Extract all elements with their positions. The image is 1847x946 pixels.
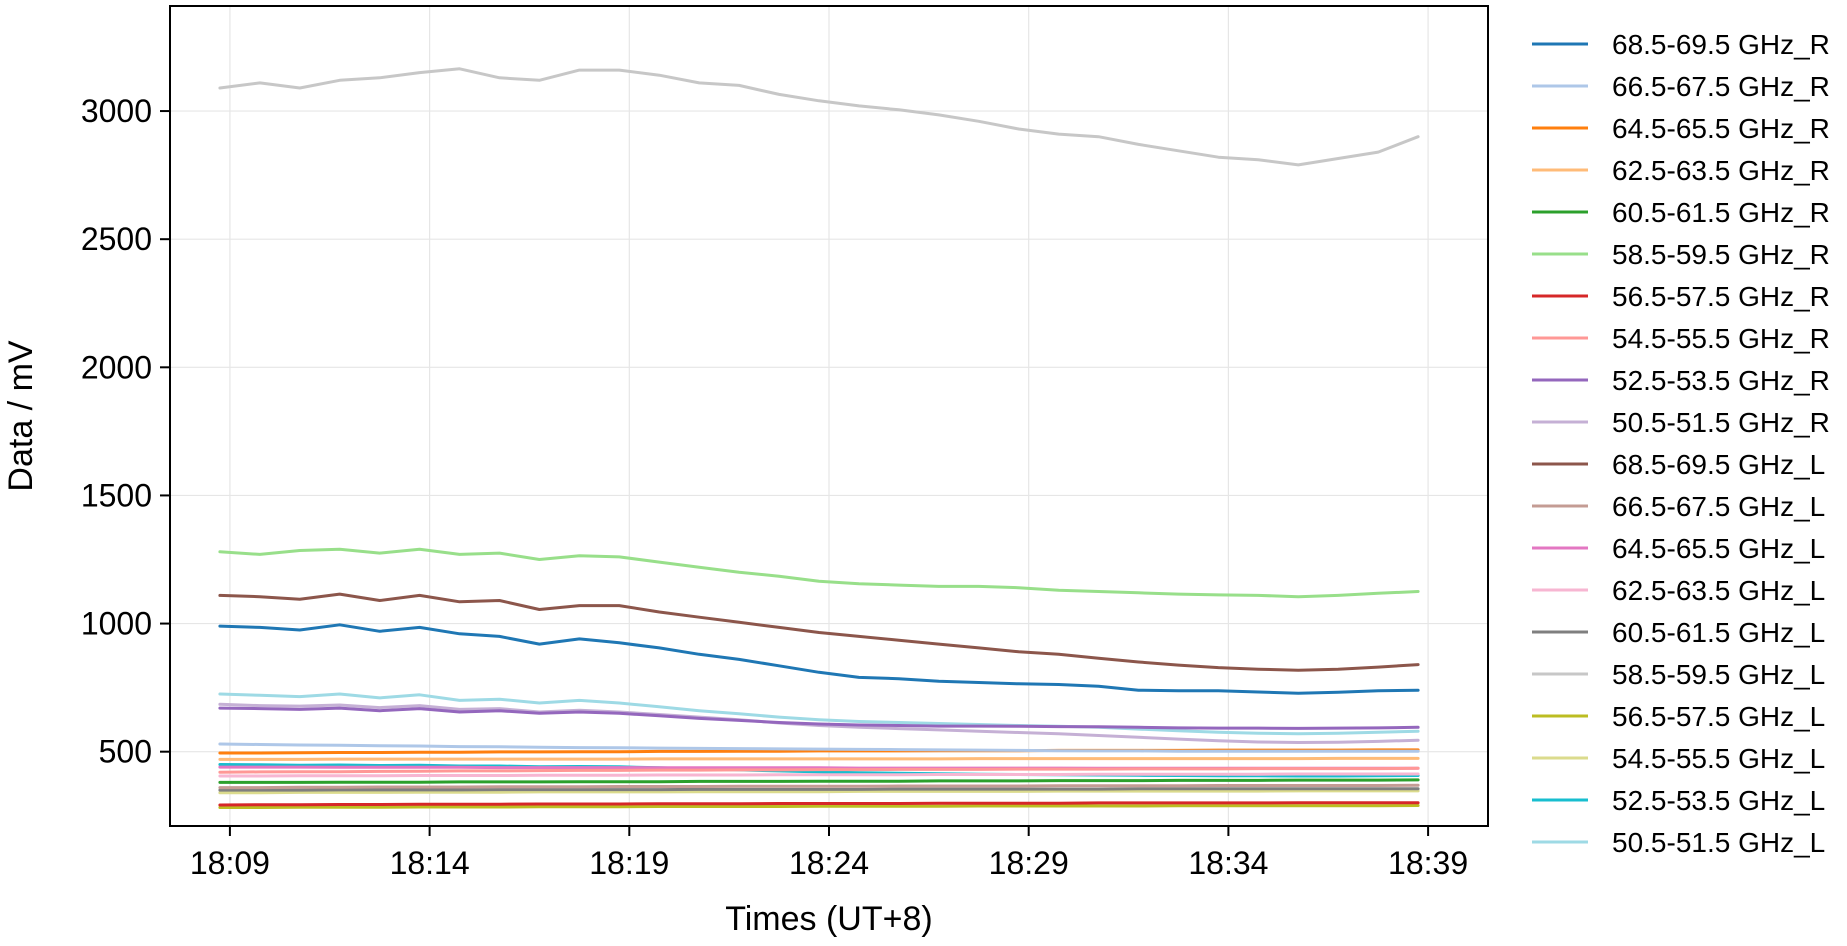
y-tick-label: 1000 <box>81 606 152 642</box>
y-tick-label: 3000 <box>81 93 152 129</box>
series-line-6 <box>218 547 1420 599</box>
series-line-20 <box>218 692 1420 736</box>
legend: 68.5-69.5 GHz_R 66.5-67.5 GHz_R 64.5-65.5 … <box>1532 29 1830 858</box>
x-tick-label: 18:14 <box>390 845 470 881</box>
y-axis-label: Data / mV <box>2 340 40 491</box>
series-line-18 <box>218 789 1420 795</box>
legend-label: 68.5-69.5 GHz_R <box>1612 29 1830 60</box>
x-axis: 18:09 18:14 18:19 18:24 18:29 18:34 18:39 <box>190 826 1468 881</box>
legend-label: 52.5-53.5 GHz_R <box>1612 365 1830 396</box>
legend-label: 50.5-51.5 GHz_L <box>1612 827 1825 858</box>
legend-label: 66.5-67.5 GHz_L <box>1612 491 1825 522</box>
series-line-16 <box>218 67 1420 167</box>
legend-label: 52.5-53.5 GHz_L <box>1612 785 1825 816</box>
x-axis-label: Times (UT+8) <box>725 900 932 938</box>
legend-label: 64.5-65.5 GHz_L <box>1612 533 1825 564</box>
y-tick-label: 2500 <box>81 221 152 257</box>
y-tick-label: 1500 <box>81 477 152 513</box>
y-tick-label: 2000 <box>81 349 152 385</box>
legend-label: 64.5-65.5 GHz_R <box>1612 113 1830 144</box>
legend-label: 62.5-63.5 GHz_R <box>1612 155 1830 186</box>
x-tick-label: 18:19 <box>589 845 669 881</box>
series-line-7 <box>218 801 1420 807</box>
series-line-15 <box>218 787 1420 792</box>
series-line-19 <box>218 763 1420 778</box>
legend-label: 54.5-55.5 GHz_L <box>1612 743 1825 774</box>
series-line-1 <box>218 623 1420 695</box>
series-line-11 <box>218 592 1420 672</box>
series-line-17 <box>218 804 1420 809</box>
y-axis: 500 1000 1500 2000 2500 3000 <box>81 93 170 770</box>
legend-label: 50.5-51.5 GHz_R <box>1612 407 1830 438</box>
legend-label: 66.5-67.5 GHz_R <box>1612 71 1830 102</box>
series-line-5 <box>218 778 1420 784</box>
x-tick-label: 18:34 <box>1188 845 1268 881</box>
legend-label: 60.5-61.5 GHz_L <box>1612 617 1825 648</box>
legend-label: 56.5-57.5 GHz_R <box>1612 281 1830 312</box>
legend-label: 68.5-69.5 GHz_L <box>1612 449 1825 480</box>
series-line-12 <box>218 783 1420 790</box>
x-tick-label: 18:09 <box>190 845 270 881</box>
x-tick-label: 18:39 <box>1388 845 1468 881</box>
legend-label: 56.5-57.5 GHz_L <box>1612 701 1825 732</box>
legend-label: 58.5-59.5 GHz_L <box>1612 659 1825 690</box>
x-tick-label: 18:29 <box>989 845 1069 881</box>
series-lines <box>218 67 1420 809</box>
series-line-14 <box>218 772 1420 778</box>
series-line-9 <box>218 706 1420 730</box>
legend-label: 54.5-55.5 GHz_R <box>1612 323 1830 354</box>
x-tick-label: 18:24 <box>789 845 869 881</box>
series-line-2 <box>218 742 1420 753</box>
legend-label: 62.5-63.5 GHz_L <box>1612 575 1825 606</box>
y-tick-label: 500 <box>99 734 152 770</box>
legend-label: 58.5-59.5 GHz_R <box>1612 239 1830 270</box>
series-line-4 <box>218 756 1420 761</box>
legend-label: 60.5-61.5 GHz_R <box>1612 197 1830 228</box>
series-line-8 <box>218 766 1420 774</box>
